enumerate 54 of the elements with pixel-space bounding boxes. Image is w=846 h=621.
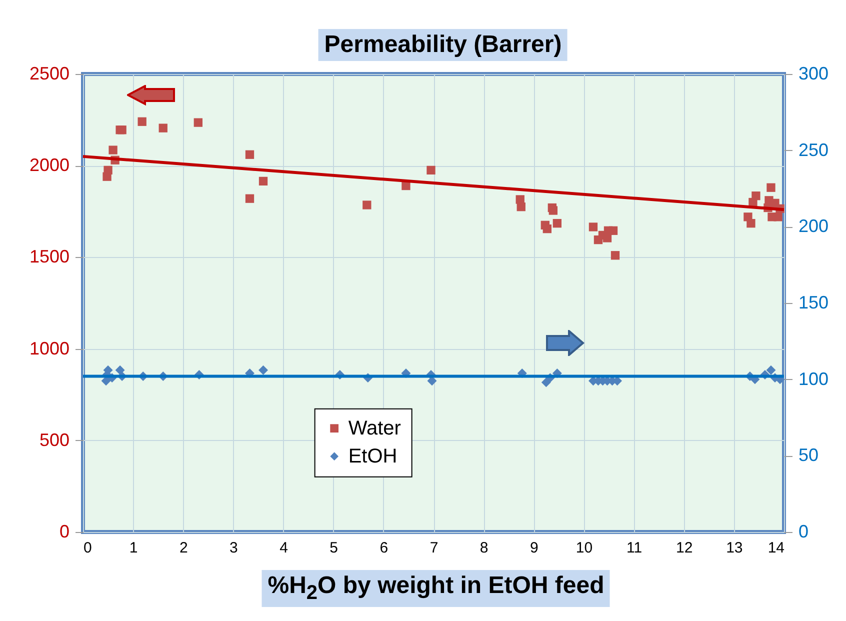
y2-tick-label: 250 <box>798 140 829 160</box>
point <box>610 251 620 260</box>
y2-tick-label: 300 <box>798 64 829 84</box>
y-tick-label: 2000 <box>29 155 70 176</box>
point <box>746 218 756 228</box>
y-tick-label: 0 <box>59 522 70 542</box>
point <box>194 118 202 127</box>
x-tick-label: 4 <box>280 540 288 556</box>
y-tick-label: 2500 <box>29 64 70 84</box>
point <box>774 212 782 222</box>
y2-tick-label: 150 <box>798 292 829 312</box>
point <box>138 117 146 126</box>
point <box>548 206 558 215</box>
x-tick-label: 3 <box>230 540 238 556</box>
point <box>245 150 254 159</box>
point <box>752 192 760 200</box>
point <box>258 176 268 186</box>
point <box>608 226 618 235</box>
x-tick-label: 8 <box>480 540 488 556</box>
x-tick-label: 1 <box>129 540 138 556</box>
y2-tick-label: 0 <box>798 522 809 542</box>
x-tick-label: 6 <box>380 540 388 556</box>
x-axis-title: %H$_{2}$O by weight in EtOH feed <box>262 570 610 607</box>
y2-tick-label: 50 <box>798 445 819 466</box>
y2-tick-label: 200 <box>798 216 829 236</box>
x-tick-label: 7 <box>430 540 438 556</box>
chart-title: Permeability (Barrer) <box>318 29 568 61</box>
point <box>588 222 598 232</box>
legend-label: Water <box>348 417 402 440</box>
x-tick-label: 12 <box>676 540 693 556</box>
point <box>516 202 526 212</box>
x-tick-label: 11 <box>626 540 642 556</box>
x-tick-label: 0 <box>84 540 92 556</box>
point <box>108 146 118 154</box>
point <box>362 200 372 210</box>
point <box>245 194 254 203</box>
y2-tick-label: 100 <box>798 368 829 389</box>
y-tick-label: 500 <box>39 430 70 450</box>
y-tick-label: 1000 <box>29 338 70 358</box>
point <box>766 183 776 192</box>
point <box>542 224 552 234</box>
point <box>552 218 562 228</box>
x-tick-label: 13 <box>726 540 743 556</box>
x-tick-label: 9 <box>530 540 538 556</box>
x-tick-label: 2 <box>179 540 188 556</box>
point <box>402 181 410 190</box>
point <box>104 166 112 175</box>
x-tick-label: 10 <box>576 540 593 556</box>
x-tick-label: 14 <box>768 540 784 556</box>
x-tick-label: 5 <box>330 540 338 556</box>
legend-label: EtOH <box>348 445 398 468</box>
y-tick-label: 1500 <box>29 246 70 267</box>
point <box>158 124 168 132</box>
point <box>426 166 436 175</box>
